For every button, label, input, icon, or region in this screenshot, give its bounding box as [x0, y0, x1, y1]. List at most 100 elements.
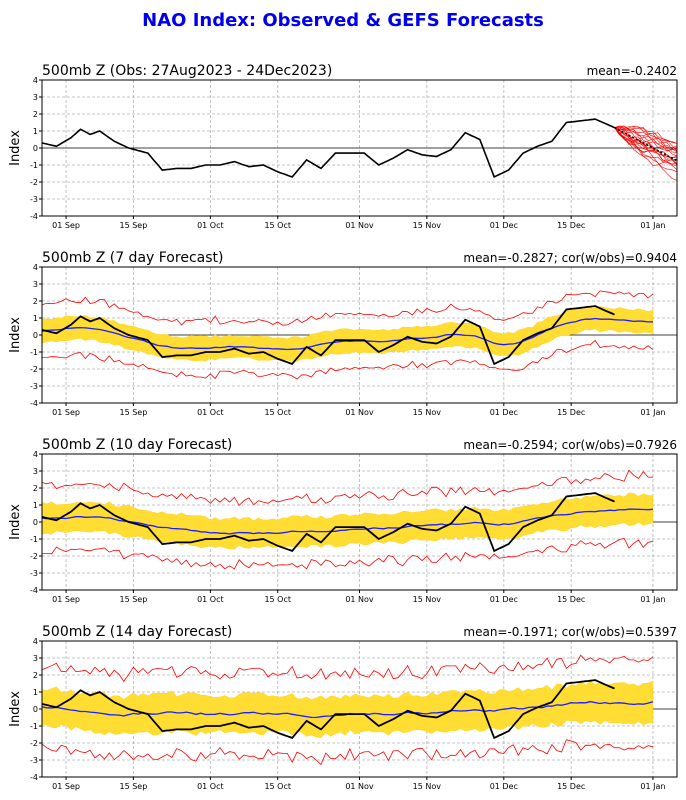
panel-stat: mean=-0.2402	[587, 64, 677, 78]
panel-stat: mean=-0.1971; cor(w/obs)=0.5397	[463, 625, 677, 639]
ensemble-max-line	[42, 290, 654, 326]
x-tick-label: 01 Nov	[345, 408, 374, 417]
y-tick-label: -1	[30, 535, 38, 544]
ensemble-spread-band	[42, 680, 654, 738]
observed-line	[42, 305, 615, 366]
panel-stat: mean=-0.2594; cor(w/obs)=0.7926	[463, 438, 677, 452]
panel-title: 500mb Z (7 day Forecast)	[42, 250, 223, 266]
y-tick-label: -1	[30, 348, 38, 357]
x-tick-label: 15 Nov	[413, 782, 442, 791]
y-tick-label: -1	[30, 722, 38, 731]
panel-title: 500mb Z (10 day Forecast)	[42, 437, 232, 453]
x-tick-label: 15 Oct	[264, 221, 291, 230]
plot-frame	[41, 640, 678, 778]
y-tick-label: -4	[30, 399, 38, 408]
x-tick-label: 15 Dec	[557, 595, 585, 604]
observed-line	[42, 679, 615, 740]
ensemble-min-line	[42, 537, 653, 570]
plot-frame	[41, 79, 678, 217]
plot-content	[42, 469, 654, 570]
ensemble-member-line	[614, 127, 677, 161]
x-tick-label: 01 Dec	[490, 408, 518, 417]
observed-line	[42, 492, 615, 553]
x-tick-label: 15 Oct	[264, 595, 291, 604]
ensemble-member-line	[614, 125, 677, 151]
y-tick-label: -2	[30, 178, 38, 187]
x-tick-label: 15 Oct	[264, 782, 291, 791]
y-tick-label: -2	[30, 739, 38, 748]
y-tick-label: 3	[33, 280, 38, 289]
panel-title: 500mb Z (Obs: 27Aug2023 - 24Dec2023)	[42, 63, 332, 79]
observed-line	[42, 118, 615, 178]
plot-content	[42, 290, 654, 380]
y-tick-label: 1	[33, 314, 38, 323]
y-tick-label: 1	[33, 501, 38, 510]
x-tick-label: 01 Jan	[640, 595, 665, 604]
x-tick-label: 01 Sep	[52, 782, 80, 791]
x-tick-label: 01 Jan	[640, 408, 665, 417]
y-tick-label: 0	[33, 705, 38, 714]
panel-title: 500mb Z (14 day Forecast)	[42, 624, 232, 640]
y-tick-label: -3	[30, 382, 38, 391]
x-tick-label: 15 Sep	[119, 221, 147, 230]
plot-frame	[41, 453, 678, 591]
chart-panel-4: 500mb Z (14 day Forecast) mean=-0.1971; c…	[8, 624, 678, 791]
y-axis-label: Index	[8, 504, 23, 540]
x-tick-label: 01 Nov	[345, 782, 374, 791]
x-tick-label: 01 Oct	[197, 782, 224, 791]
y-tick-label: 2	[33, 484, 38, 493]
y-tick-label: 0	[33, 331, 38, 340]
x-tick-label: 15 Dec	[557, 408, 585, 417]
ensemble-min-line	[42, 739, 653, 766]
y-tick-label: -2	[30, 552, 38, 561]
x-tick-label: 15 Oct	[264, 408, 291, 417]
y-tick-label: 2	[33, 297, 38, 306]
y-tick-label: -3	[30, 569, 38, 578]
x-tick-label: 01 Nov	[345, 595, 374, 604]
y-tick-label: 2	[33, 671, 38, 680]
ensemble-member-line	[614, 127, 677, 181]
y-tick-label: 0	[33, 518, 38, 527]
ensemble-member-line	[614, 127, 677, 159]
ensemble-member-line	[614, 127, 677, 144]
y-axis-label: Index	[8, 130, 23, 166]
x-tick-label: 15 Dec	[557, 782, 585, 791]
chart-panel-3: 500mb Z (10 day Forecast) mean=-0.2594; c…	[8, 437, 678, 604]
ensemble-max-line	[42, 654, 654, 683]
x-tick-label: 01 Sep	[52, 408, 80, 417]
x-tick-label: 15 Dec	[557, 221, 585, 230]
y-tick-label: 1	[33, 688, 38, 697]
plot-content	[42, 118, 677, 181]
plot-content	[42, 654, 654, 766]
x-tick-label: 01 Dec	[490, 595, 518, 604]
y-tick-label: -4	[30, 773, 38, 782]
y-tick-label: 4	[33, 450, 38, 459]
x-tick-label: 15 Nov	[413, 221, 442, 230]
x-tick-label: 01 Nov	[345, 221, 374, 230]
y-axis-label: Index	[8, 691, 23, 727]
x-tick-label: 01 Oct	[197, 221, 224, 230]
ensemble-spread-band	[42, 492, 654, 550]
x-tick-label: 15 Nov	[413, 595, 442, 604]
x-tick-label: 15 Sep	[119, 782, 147, 791]
y-tick-label: -4	[30, 212, 38, 221]
y-tick-label: 1	[33, 127, 38, 136]
y-tick-label: 4	[33, 263, 38, 272]
x-tick-label: 01 Jan	[640, 782, 665, 791]
ensemble-member-line	[614, 127, 677, 154]
x-tick-label: 01 Jan	[640, 221, 665, 230]
y-tick-label: -2	[30, 365, 38, 374]
x-tick-label: 01 Oct	[197, 408, 224, 417]
plot-frame	[41, 266, 678, 404]
y-tick-label: -3	[30, 756, 38, 765]
ensemble-min-line	[42, 339, 654, 380]
y-axis-label: Index	[8, 317, 23, 353]
ensemble-member-line	[614, 127, 677, 153]
y-tick-label: 3	[33, 93, 38, 102]
y-tick-label: -3	[30, 195, 38, 204]
x-tick-label: 01 Dec	[490, 221, 518, 230]
ensemble-member-line	[614, 125, 677, 165]
chart-panel-1: 500mb Z (Obs: 27Aug2023 - 24Dec2023) mean…	[8, 63, 678, 230]
y-tick-label: 4	[33, 637, 38, 646]
